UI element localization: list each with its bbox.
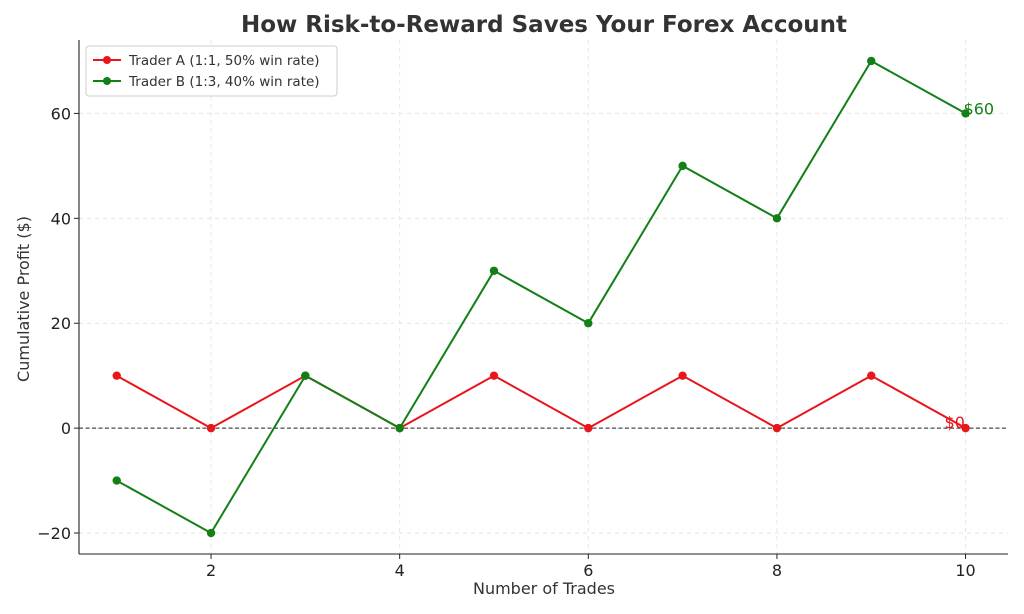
y-tick-label: 20 [51,314,71,333]
tick-layer: 2 4 6 8 10 −20 0 20 40 60 [37,104,976,580]
data-point [395,423,404,433]
legend-marker [103,56,111,64]
legend-marker [103,77,111,85]
x-tick-label: 8 [772,561,782,580]
legend: Trader A (1:1, 50% win rate) Trader B (1:… [85,45,338,97]
data-point [772,214,782,223]
axis-layer [78,40,1008,555]
data-point [678,371,687,380]
series-layer: $0 $60 [112,56,995,538]
x-tick-label: 4 [395,561,405,580]
data-point [112,476,121,485]
legend-label: Trader A (1:1, 50% win rate) [128,53,320,69]
series-line-trader-a [116,374,967,430]
chart-title: How Risk-to-Reward Saves Your Forex Acco… [241,12,847,38]
data-point [678,161,687,171]
legend-items: Trader A (1:1, 50% win rate) Trader B (1:… [93,53,320,90]
data-point [112,371,121,380]
data-point [206,528,216,538]
legend-label: Trader B (1:3, 40% win rate) [128,74,320,90]
x-tick-label: 6 [583,561,593,580]
data-point [489,371,499,380]
x-tick-label: 2 [206,561,216,580]
data-point [961,423,970,433]
data-point [584,423,593,433]
y-tick-label: 0 [61,419,71,438]
x-tick-label: 10 [955,561,975,580]
data-point [206,423,216,433]
data-point [489,266,499,275]
series-end-label: $60 [964,99,995,118]
y-tick-label: −20 [37,524,71,543]
data-point [584,319,593,328]
grid-layer [79,40,1008,554]
series-end-label: $0 [945,413,965,432]
series-line-trader-b [116,60,967,534]
data-point [301,371,310,380]
legend-frame [85,45,338,97]
y-tick-label: 60 [51,104,71,123]
data-point [867,371,876,380]
data-point [961,109,970,118]
y-tick-label: 40 [51,209,71,228]
data-point [867,56,876,66]
data-point [772,423,782,433]
y-axis-label: Cumulative Profit ($) [14,216,33,382]
x-axis-label: Number of Trades [473,579,615,598]
